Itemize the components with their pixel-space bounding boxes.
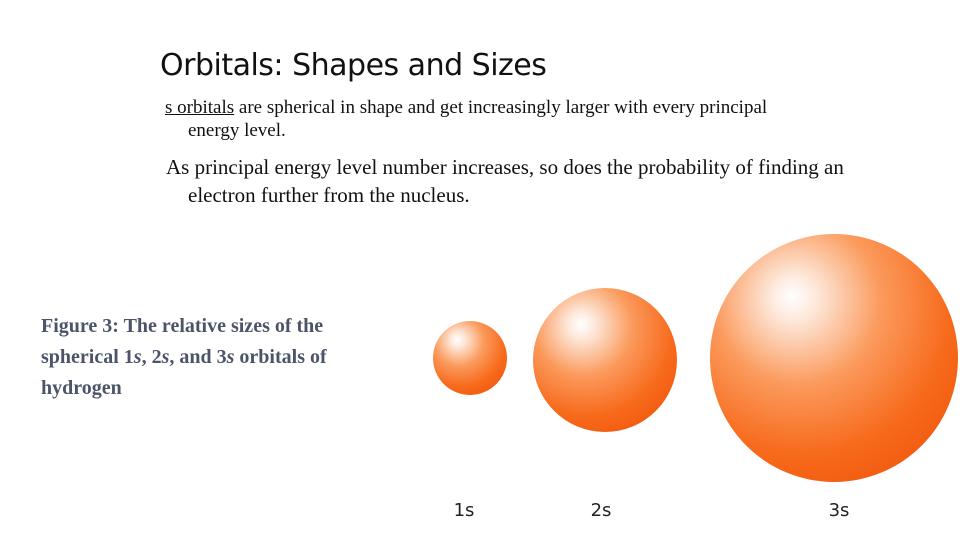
- orbital-label: 2s: [591, 500, 612, 521]
- paragraph-text: are spherical in shape and get increasin…: [188, 97, 768, 141]
- underlined-term: s orbitals: [165, 97, 235, 118]
- orbital-label: 3s: [829, 500, 850, 521]
- caption-text: , and 3: [169, 346, 227, 368]
- caption-text: , 2: [141, 346, 162, 368]
- orbital-3s: [710, 234, 958, 482]
- paragraph: s orbitals are spherical in shape and ge…: [165, 96, 808, 142]
- caption-text: Figure 3: The relative sizes of the sphe…: [41, 315, 324, 368]
- slide-title: Orbitals: Shapes and Sizes: [160, 48, 547, 83]
- orbital-label: 1s: [454, 500, 475, 521]
- orbital-1s: [433, 321, 507, 395]
- paragraph: As principal energy level number increas…: [166, 155, 844, 207]
- orbital-2s: [533, 288, 677, 432]
- caption-italic: s: [133, 346, 142, 368]
- caption-text: orbitals of hydrogen: [41, 346, 327, 399]
- figure-caption: Figure 3: The relative sizes of the sphe…: [41, 311, 401, 404]
- caption-italic: s: [226, 346, 235, 368]
- caption-italic: s: [161, 346, 170, 368]
